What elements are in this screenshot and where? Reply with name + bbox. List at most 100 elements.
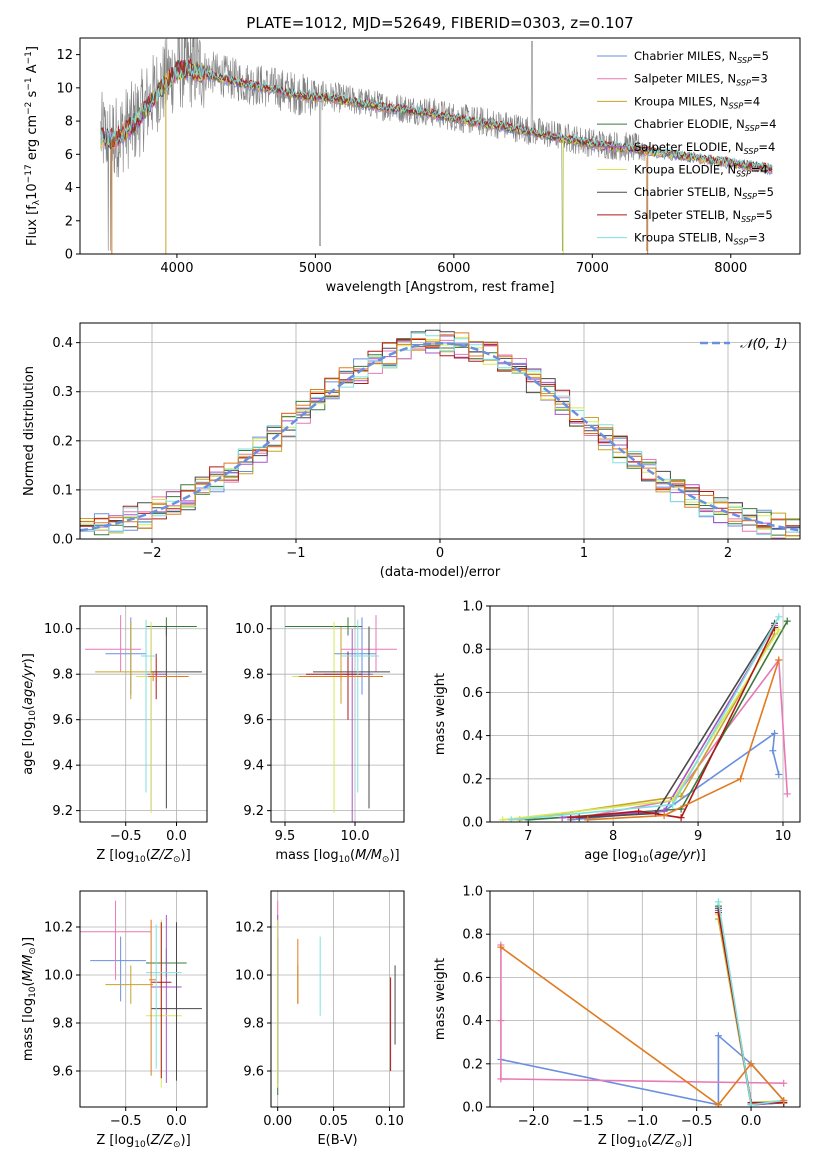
y-tick-label: 0.4 [462, 729, 483, 744]
label-part: age [log [21, 722, 36, 775]
gaussian-curve [80, 341, 800, 532]
label-part: ⊙ [28, 947, 38, 955]
label-part: Z [log [96, 848, 134, 863]
x-tick-label: 0 [436, 546, 444, 561]
y-tick-label: 12 [56, 48, 73, 63]
series-kroupa_miles [519, 633, 776, 821]
series-salpeter_miles [579, 657, 789, 819]
model-kroupa_stelib [100, 59, 773, 171]
x-axis-label: age [log10(age/yr)] [584, 848, 706, 865]
y-tick-label: 0.2 [462, 772, 483, 787]
label-part: mass [log [275, 848, 338, 863]
label-part: =5 [757, 185, 774, 199]
spectrum-lines [100, 38, 773, 254]
label-part: 10 [28, 710, 38, 722]
x-tick-label: 10.0 [341, 829, 370, 844]
x-axis-label: E(B-V) [317, 1133, 357, 1148]
label-part: 10 [134, 855, 146, 865]
label-part: Salpeter STELIB, N [634, 208, 741, 222]
x-tick-label: 0.00 [263, 1114, 292, 1129]
label-part: )] [21, 653, 36, 663]
label-part: age/yr [654, 848, 697, 863]
y-tick-label: 0.4 [52, 336, 73, 351]
legend-label: Chabrier ELODIE, NSSP=4 [634, 117, 776, 133]
y-tick-label: 0.2 [52, 434, 73, 449]
y-tick-label: 1.0 [462, 600, 483, 615]
label-part: =5 [752, 49, 769, 63]
label-part: Salpeter MILES, N [634, 72, 736, 86]
legend-label: Chabrier MILES, NSSP=5 [634, 49, 769, 65]
label-part: 10 [28, 986, 38, 998]
figure-title: PLATE=1012, MJD=52649, FIBERID=0303, z=0… [246, 14, 633, 32]
x-tick-label: −0.5 [681, 1114, 713, 1129]
y-tick-label: 9.8 [243, 1017, 264, 1032]
y-axis-label: mass weight [433, 673, 448, 755]
axes-residuals: −2 −1 0 1 2 0.0 0.1 0.2 0.3 0.4 [52, 323, 800, 561]
y-tick-label: 9.8 [243, 668, 264, 683]
x-tick-label: −1.5 [572, 1114, 604, 1129]
series-salpeter_stelib [570, 627, 776, 819]
y-tick-label: 0.8 [462, 928, 483, 943]
y-tick-label: 0.6 [462, 971, 483, 986]
y-tick-label: 9.6 [243, 1065, 264, 1080]
label-part: Salpeter ELODIE, N [634, 140, 744, 154]
label-part: =4 [751, 163, 768, 177]
x-axis-label: wavelength [Angstrom, rest frame] [326, 280, 555, 295]
label-part: SSP [729, 101, 744, 110]
label-part: −2 [24, 102, 34, 115]
legend-label: Salpeter MILES, NSSP=3 [634, 72, 768, 88]
label-part: s [25, 90, 40, 101]
plot-frame [270, 890, 405, 1108]
y-tick-label: 9.8 [52, 1017, 73, 1032]
label-part: =4 [743, 94, 760, 108]
label-part: ( [146, 1133, 151, 1148]
y-tick-label: 0.0 [52, 533, 73, 548]
y-tick-label: 10.0 [44, 622, 73, 637]
x-tick-label: 4000 [160, 261, 193, 276]
label-part: SSP [745, 124, 760, 133]
legend-label: Kroupa ELODIE, NSSP=4 [634, 163, 768, 179]
label-part: 10 [339, 855, 351, 865]
label-part: −1 [24, 77, 34, 90]
legend-label: Salpeter STELIB, NSSP=5 [634, 208, 773, 224]
label-part: Flux [f [25, 205, 40, 246]
histograms [80, 329, 800, 539]
axes-weight_vs_Z: −2.0 −1.5 −1.0 −0.5 0.0 0.0 0.2 0.4 0.6 0.8 1.0 [462, 885, 800, 1129]
plot-frame [79, 37, 801, 255]
legend-label: Salpeter ELODIE, NSSP=4 [634, 140, 775, 156]
label-part: 10 [637, 855, 649, 865]
label-part: M/M [21, 955, 36, 982]
label-part: Z/Z [150, 848, 174, 863]
legend-label: Kroupa STELIB, NSSP=3 [634, 231, 765, 247]
axes-spectrum: 4000 5000 6000 7000 8000 0 2 4 6 8 10 12 [56, 48, 747, 276]
label-part: )] [696, 848, 706, 863]
label-part: =3 [751, 72, 768, 86]
observed-spectrum [100, 38, 773, 251]
y-tick-label: 10.2 [44, 921, 73, 936]
series-chabrier_elodie [528, 620, 788, 821]
errorbars-age_vs_Z [85, 615, 202, 813]
weights-weight_vs_Z [497, 898, 788, 1107]
x-tick-label: −0.5 [110, 829, 142, 844]
plot-frame [270, 605, 405, 823]
label-part: ( [647, 1133, 652, 1148]
label-part: )] [21, 937, 36, 947]
axes-mass_vs_ebv: 0.00 0.05 0.10 9.6 9.8 10.0 10.2 [235, 891, 404, 1129]
plot-frame [489, 605, 801, 823]
axes-age_vs_mass: 9.5 10.0 9.2 9.4 9.6 9.8 10.0 [235, 606, 404, 844]
label-part: Z [log [598, 1133, 636, 1148]
x-tick-label: 1 [580, 546, 588, 561]
label-part: Kroupa STELIB, N [634, 231, 734, 245]
label-part: erg cm [25, 115, 40, 164]
label-part: Z/Z [651, 1133, 675, 1148]
label-part: M/M [355, 848, 382, 863]
label-part: SSP [736, 170, 751, 179]
label-part: )] [389, 848, 399, 863]
label-part: Z [log [96, 1133, 134, 1148]
axes-mass_vs_Z: −0.5 0.0 9.6 9.8 10.0 10.2 [44, 891, 207, 1129]
x-tick-label: 8000 [714, 261, 747, 276]
label-part: )] [181, 848, 191, 863]
label-part: ( [350, 848, 355, 863]
